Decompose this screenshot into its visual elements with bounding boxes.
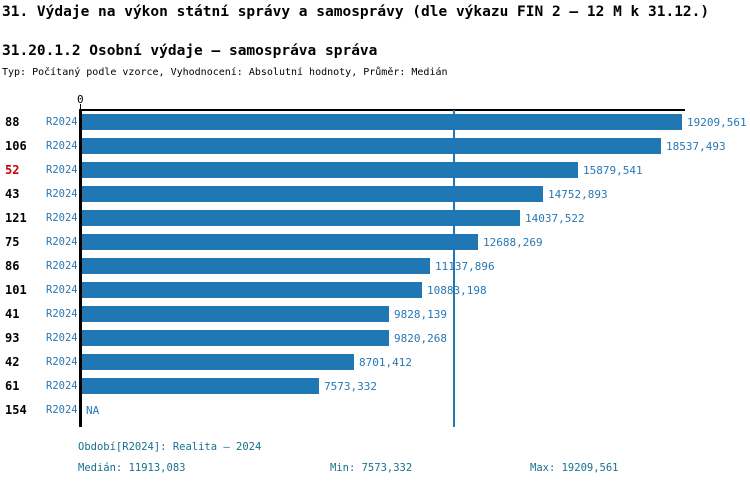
value-label: 9820,268	[394, 332, 447, 345]
zero-tick-label: 0	[77, 93, 84, 106]
value-label: 10883,198	[427, 284, 487, 297]
section-title: 31.20.1.2 Osobní výdaje – samospráva spr…	[2, 43, 378, 59]
value-label: 19209,561	[687, 116, 747, 129]
category-label: 154	[5, 403, 27, 417]
chart-row: 41 R2024 9828,139	[0, 306, 750, 322]
value-bar[interactable]	[82, 186, 543, 202]
value-bar[interactable]	[82, 162, 578, 178]
category-label: 61	[5, 379, 20, 393]
chart-row: 121 R2024 14037,522	[0, 210, 750, 226]
period-label: R2024	[46, 356, 78, 368]
chart-row: 106 R2024 18537,493	[0, 138, 750, 154]
value-bar[interactable]	[82, 354, 354, 370]
chart-row: 75 R2024 12688,269	[0, 234, 750, 250]
chart-row: 61 R2024 7573,332	[0, 378, 750, 394]
value-label: 14752,893	[548, 188, 608, 201]
period-label: R2024	[46, 116, 78, 128]
category-label: 86	[5, 259, 20, 273]
value-bar[interactable]	[82, 210, 520, 226]
chart-meta: Typ: Počítaný podle vzorce, Vyhodnocení:…	[2, 67, 448, 78]
value-bar[interactable]	[82, 378, 319, 394]
value-label: 8701,412	[359, 356, 412, 369]
category-label: 43	[5, 187, 20, 201]
value-label: 12688,269	[483, 236, 543, 249]
period-label: R2024	[46, 404, 78, 416]
chart-row: 86 R2024 11137,896	[0, 258, 750, 274]
period-label: R2024	[46, 380, 78, 392]
period-label: R2024	[46, 284, 78, 296]
value-label: 14037,522	[525, 212, 585, 225]
value-bar[interactable]	[82, 282, 422, 298]
category-label: 101	[5, 283, 27, 297]
value-label: 15879,541	[583, 164, 643, 177]
value-bar[interactable]	[82, 234, 478, 250]
value-bar[interactable]	[82, 114, 682, 130]
chart-row: 93 R2024 9820,268	[0, 330, 750, 346]
period-label: R2024	[46, 140, 78, 152]
chart-row: 101 R2024 10883,198	[0, 282, 750, 298]
value-bar[interactable]	[82, 330, 389, 346]
value-label: NA	[86, 404, 100, 417]
chart-row: 52 R2024 15879,541	[0, 162, 750, 178]
period-label: R2024	[46, 164, 78, 176]
category-label: 52	[5, 163, 20, 177]
page-title: 31. Výdaje na výkon státní správy a samo…	[2, 4, 710, 20]
category-label: 106	[5, 139, 27, 153]
zero-tick-mark	[80, 104, 81, 110]
footer-period: Období[R2024]: Realita – 2024	[78, 441, 262, 453]
period-label: R2024	[46, 332, 78, 344]
value-label: 9828,139	[394, 308, 447, 321]
value-bar[interactable]	[82, 258, 430, 274]
category-label: 88	[5, 115, 20, 129]
category-label: 41	[5, 307, 20, 321]
period-label: R2024	[46, 236, 78, 248]
value-bar[interactable]	[82, 306, 389, 322]
footer-max: Max: 19209,561	[530, 462, 619, 474]
median-line	[453, 110, 455, 427]
y-axis-line	[79, 109, 82, 427]
x-axis-line	[80, 109, 685, 111]
chart-row: 88 R2024 19209,561	[0, 114, 750, 130]
period-label: R2024	[46, 260, 78, 272]
category-label: 93	[5, 331, 20, 345]
footer-median: Medián: 11913,083	[78, 462, 186, 474]
chart-row: 43 R2024 14752,893	[0, 186, 750, 202]
footer-min: Min: 7573,332	[330, 462, 413, 474]
value-label: 18537,493	[666, 140, 726, 153]
value-label: 7573,332	[324, 380, 377, 393]
chart-row: 154 R2024 NA	[0, 402, 750, 418]
period-label: R2024	[46, 188, 78, 200]
chart-row: 42 R2024 8701,412	[0, 354, 750, 370]
value-label: 11137,896	[435, 260, 495, 273]
category-label: 121	[5, 211, 27, 225]
period-label: R2024	[46, 212, 78, 224]
category-label: 75	[5, 235, 20, 249]
value-bar[interactable]	[82, 138, 661, 154]
period-label: R2024	[46, 308, 78, 320]
category-label: 42	[5, 355, 20, 369]
